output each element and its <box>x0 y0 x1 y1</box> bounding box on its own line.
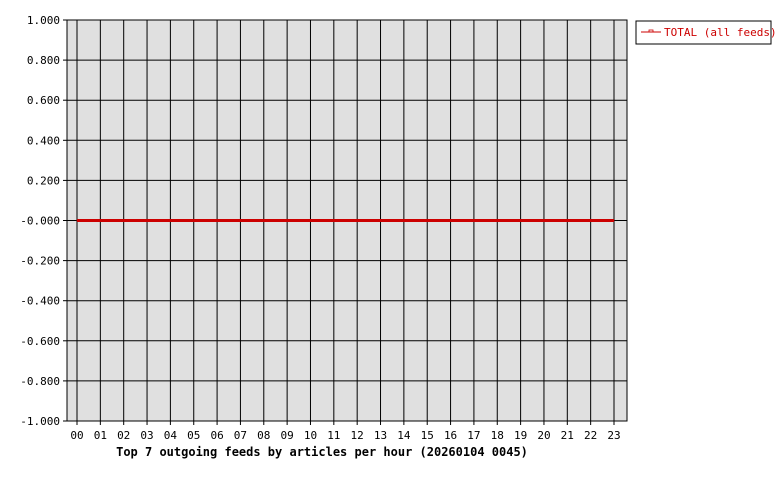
y-tick-label: 0.600 <box>27 94 60 107</box>
series-layer <box>76 219 615 222</box>
x-tick-label: 04 <box>164 429 178 442</box>
y-tick-label: 0.200 <box>27 174 60 187</box>
y-tick-label: -0.600 <box>20 335 60 348</box>
data-point <box>193 220 195 221</box>
data-point <box>356 220 358 221</box>
legend: TOTAL (all feeds) <box>635 20 777 45</box>
x-tick-label: 23 <box>607 429 620 442</box>
y-tick-label: -0.400 <box>20 295 60 308</box>
x-tick-label: 14 <box>397 429 411 442</box>
y-tick-label: -0.000 <box>20 215 60 228</box>
data-point <box>426 220 428 221</box>
data-point <box>496 220 498 221</box>
data-point <box>473 220 475 221</box>
data-point <box>286 220 288 221</box>
chart-title: Top 7 outgoing feeds by articles per hou… <box>116 445 528 459</box>
x-tick-label: 22 <box>584 429 597 442</box>
y-tick-label: 0.400 <box>27 134 60 147</box>
x-tick-label: 10 <box>304 429 317 442</box>
x-tick-label: 15 <box>421 429 434 442</box>
grid <box>67 19 627 425</box>
x-tick-label: 03 <box>140 429 153 442</box>
x-tick-label: 02 <box>117 429 130 442</box>
x-tick-label: 09 <box>281 429 294 442</box>
data-point <box>216 220 218 221</box>
x-tick-label: 19 <box>514 429 527 442</box>
data-point <box>520 220 522 221</box>
x-axis: 00 01 02 03 04 05 06 07 08 09 10 11 12 13 14 15 16 17 18 19… <box>70 429 620 442</box>
x-tick-label: 18 <box>491 429 504 442</box>
x-tick-label: 06 <box>210 429 223 442</box>
data-point <box>169 220 171 221</box>
y-axis: 1.000 0.800 0.600 0.400 0.200 -0.000 -0.200 -0.… <box>20 14 67 428</box>
y-tick-label: 1.000 <box>27 14 60 27</box>
data-point <box>543 220 545 221</box>
data-point <box>76 220 78 221</box>
data-point <box>123 220 125 221</box>
x-tick-label: 17 <box>467 429 480 442</box>
legend-box <box>635 20 772 45</box>
data-point <box>403 220 405 221</box>
data-point <box>380 220 382 221</box>
data-point <box>613 220 615 221</box>
x-tick-label: 07 <box>234 429 247 442</box>
data-point <box>239 220 241 221</box>
data-point <box>309 220 311 221</box>
data-point <box>263 220 265 221</box>
y-tick-label: -0.800 <box>20 375 60 388</box>
y-tick-label: 0.800 <box>27 54 60 67</box>
x-tick-label: 12 <box>351 429 364 442</box>
x-tick-label: 13 <box>374 429 387 442</box>
x-tick-label: 00 <box>70 429 83 442</box>
y-tick-label: -0.200 <box>20 255 60 268</box>
legend-label: TOTAL (all feeds) <box>664 26 777 39</box>
x-tick-label: 05 <box>187 429 200 442</box>
data-point <box>99 220 101 221</box>
legend-marker <box>648 29 654 33</box>
data-point <box>590 220 592 221</box>
x-tick-label: 20 <box>537 429 550 442</box>
data-point <box>450 220 452 221</box>
data-point <box>566 220 568 221</box>
data-point <box>146 220 148 221</box>
x-tick-label: 08 <box>257 429 270 442</box>
x-tick-label: 11 <box>327 429 340 442</box>
x-tick-label: 21 <box>561 429 574 442</box>
data-point <box>333 220 335 221</box>
x-tick-label: 01 <box>94 429 107 442</box>
y-tick-label: -1.000 <box>20 415 60 428</box>
x-tick-label: 16 <box>444 429 457 442</box>
